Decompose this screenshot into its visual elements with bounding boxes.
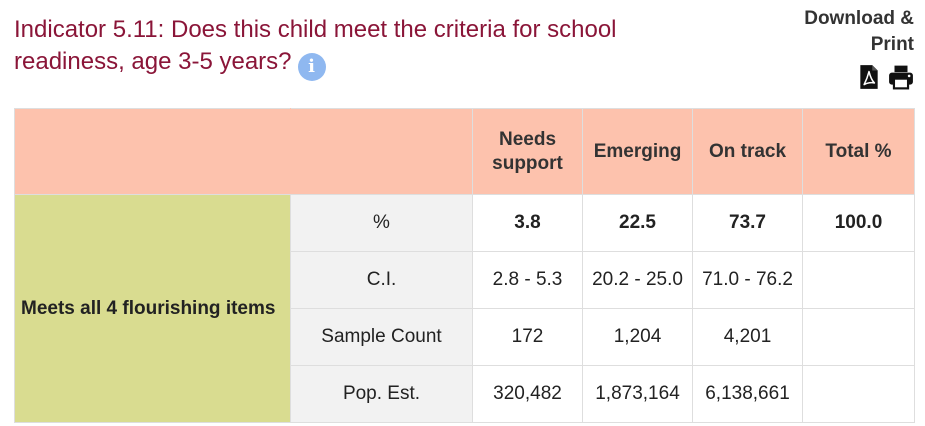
indicator-table: Needs support Emerging On track Total % … [14,108,915,423]
table-row: Pop. Est. 320,482 1,873,164 6,138,661 [15,365,915,423]
table-row: Meets all 4 flourishing items % 3.8 22.5… [14,194,915,423]
metric-label: Pop. Est. [290,365,473,423]
cell-total [802,365,915,423]
cell-needs-support: 172 [472,308,583,366]
cell-needs-support: 3.8 [472,194,583,252]
cell-total [802,251,915,309]
cell-on-track: 73.7 [692,194,803,252]
cell-on-track: 6,138,661 [692,365,803,423]
cell-emerging: 1,204 [582,308,693,366]
cell-emerging: 20.2 - 25.0 [582,251,693,309]
download-print-label: Download & Print [804,6,914,58]
page-title: Indicator 5.11: Does this child meet the… [14,14,694,81]
header-emerging: Emerging [582,108,693,195]
group-label: Meets all 4 flourishing items [14,194,291,423]
header-needs-support: Needs support [472,108,583,195]
cell-on-track: 4,201 [692,308,803,366]
cell-emerging: 22.5 [582,194,693,252]
header-on-track: On track [692,108,803,195]
download-icons [856,64,914,90]
cell-emerging: 1,873,164 [582,365,693,423]
cell-on-track: 71.0 - 76.2 [692,251,803,309]
info-icon[interactable]: i [297,53,326,81]
table-row: C.I. 2.8 - 5.3 20.2 - 25.0 71.0 - 76.2 [15,251,915,309]
pdf-icon[interactable] [856,64,882,90]
print-icon[interactable] [888,64,914,90]
table-row: Sample Count 172 1,204 4,201 [15,308,915,366]
metric-label: % [290,194,473,252]
cell-total [802,308,915,366]
cell-total: 100.0 [802,194,915,252]
header-total: Total % [802,108,915,195]
cell-needs-support: 2.8 - 5.3 [472,251,583,309]
table-header-row: Needs support Emerging On track Total % [14,108,915,195]
header-blank-metric [290,108,473,195]
download-label-line1: Download & [804,8,914,29]
title-text: Indicator 5.11: Does this child meet the… [14,16,617,75]
header-blank [14,108,291,195]
metric-label: C.I. [290,251,473,309]
cell-needs-support: 320,482 [472,365,583,423]
metric-label: Sample Count [290,308,473,366]
download-label-line2: Print [870,34,914,55]
